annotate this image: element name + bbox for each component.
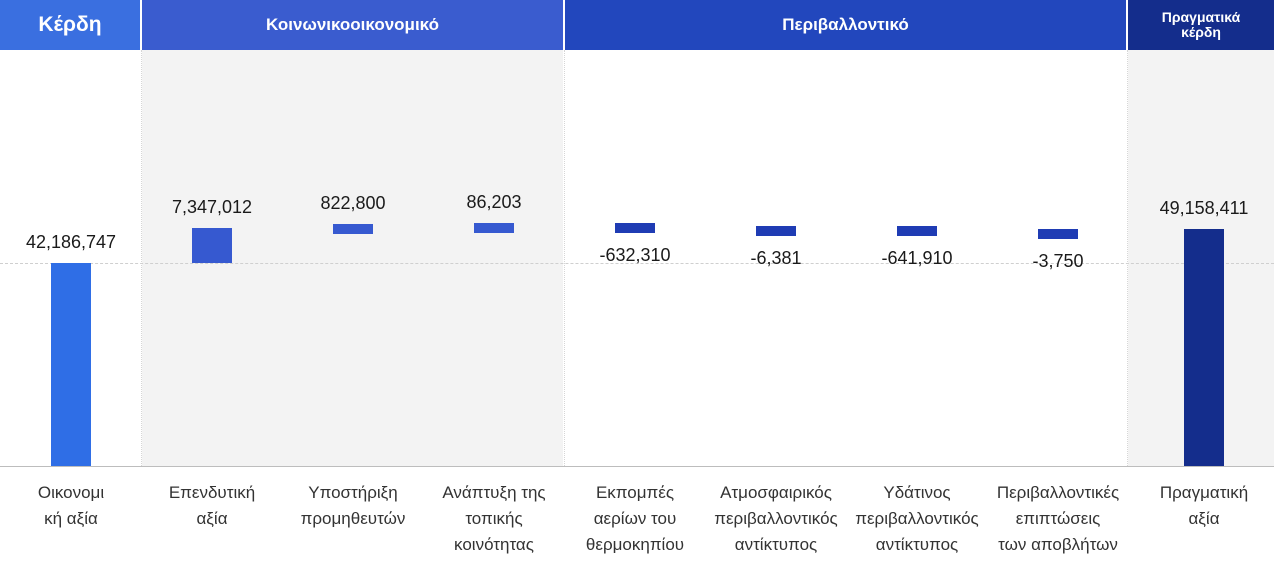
bar-6: [897, 226, 937, 237]
value-label-8: 49,158,411: [1159, 198, 1249, 219]
value-label-2: 822,800: [320, 192, 386, 213]
category-label-6: Υδάτινος περιβαλλοντικός αντίκτυπος: [855, 483, 979, 554]
bar-1: [192, 227, 232, 263]
category-label-2: Υποστήριξη προμηθευτών: [300, 483, 406, 528]
category-label-7: Περιβαλλοντικές επιπτώσεις των αποβλήτων: [996, 483, 1120, 554]
gridline: [0, 263, 1274, 264]
bar-4: [615, 223, 655, 234]
category-label-5: Ατμοσφαιρικός περιβαλλοντικός αντίκτυπος: [714, 483, 838, 554]
value-label-3: 86,203: [466, 192, 522, 213]
category-label-1: Επενδυτική αξία: [168, 483, 256, 528]
chart-baseline: [0, 466, 1274, 467]
header-environmental: Περιβαλλοντικό: [565, 0, 1126, 50]
bar-7: [1038, 229, 1078, 240]
category-label-4: Εκπομπές αερίων του θερμοκηπίου: [585, 483, 685, 554]
value-label-7: -3,750: [1032, 251, 1084, 272]
category-label-0: Οικονομι κή αξία: [37, 483, 105, 528]
category-label-8: Πραγματική αξία: [1159, 483, 1249, 528]
bar-2: [333, 223, 373, 234]
section-separator: [564, 50, 566, 466]
bar-0: [51, 263, 91, 466]
bar-5: [756, 226, 796, 237]
bar-8: [1184, 229, 1224, 466]
section-separator: [1127, 50, 1129, 466]
header-gain: Κέρδη: [0, 0, 140, 50]
header-actual-gain: Πραγματικά κέρδη: [1128, 0, 1274, 50]
section-separator: [141, 50, 143, 466]
value-label-5: -6,381: [750, 248, 802, 269]
value-label-1: 7,347,012: [171, 196, 253, 217]
category-label-3: Ανάπτυξη της τοπικής κοινότητας: [442, 483, 546, 554]
bar-3: [474, 223, 514, 234]
header-socioeconomic: Κοινωνικοοικονομικό: [142, 0, 563, 50]
value-label-0: 42,186,747: [25, 232, 117, 252]
value-label-4: -632,310: [599, 245, 671, 266]
value-label-6: -641,910: [881, 248, 953, 269]
